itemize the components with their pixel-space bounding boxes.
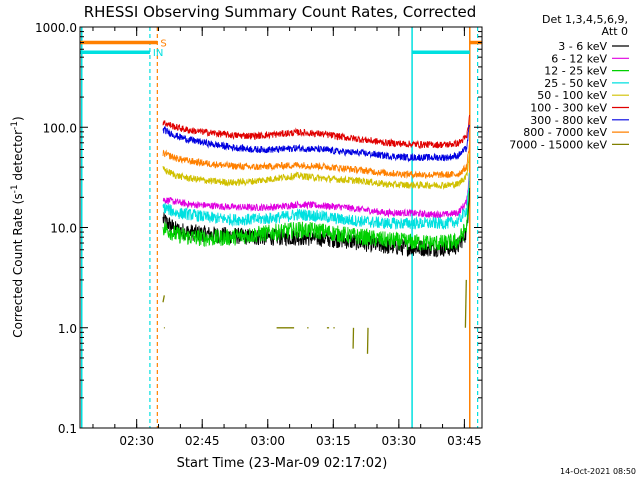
series-line-7 [162,142,471,179]
y-axis-label: Corrected Count Rate (s-1 detector-1) [10,116,25,337]
legend-label-6: 300 - 800 keV [530,114,607,127]
y-tick-label-1: 1.0 [58,322,77,336]
y-tick-label-0: 0.1 [58,422,77,436]
legend-label-0: 3 - 6 keV [558,40,607,53]
footer-date: 14-Oct-2021 08:50 [560,467,636,476]
y-tick-label-3: 100.0 [43,121,77,135]
y-axis-label-sup1: -1 [10,184,20,193]
legend-header-0: Det 1,3,4,5,6,9, [542,13,628,26]
x-tick-label-2: 03:00 [250,434,285,448]
x-tick-label-4: 03:30 [382,434,417,448]
series-layer [162,114,471,354]
y-tick-label-2: 10.0 [50,222,77,236]
series-line-5 [162,114,471,150]
y-axis-label-sup2: -1 [10,121,20,130]
series-line-1 [162,173,470,220]
chart-title: RHESSI Observing Summary Count Rates, Co… [84,3,477,21]
flag-label-in: IN [153,48,163,59]
series-line-3 [162,172,470,230]
flag-label-s: S [160,39,166,50]
legend-label-3: 25 - 50 keV [544,77,607,90]
x-tick-label-1: 02:45 [185,434,220,448]
legend-label-8: 7000 - 15000 keV [509,138,607,151]
series-8-segment-8 [464,279,467,328]
svg-text:Corrected Count Rate (s-1 dete: Corrected Count Rate (s-1 detector-1) [10,116,25,337]
series-8-segment-7 [366,327,369,354]
series-line-6 [162,124,471,163]
legend-header-1: Att 0 [602,25,628,38]
series-line-4 [162,152,471,190]
legend-label-4: 50 - 100 keV [537,89,607,102]
attenuator-flags-layer: SIN [80,27,482,428]
y-axis-label-mid: detector [11,130,25,185]
axes-layer: 0.1 1.0 10.0 100.0 1000.0 02:30 02:45 03:00 03:1… [35,21,483,448]
series-8-segment-0 [162,295,165,303]
y-axis-label-end: ) [11,116,25,121]
x-tick-label-3: 03:15 [316,434,351,448]
x-tick-label-5: 03:45 [447,434,482,448]
series-line-2 [162,180,470,252]
x-tick-label-0: 02:30 [119,434,154,448]
x-axis-label: Start Time (23-Mar-09 02:17:02) [177,456,388,471]
y-axis-label-main: Corrected Count Rate (s [11,193,25,337]
legend-label-5: 100 - 300 keV [530,102,607,115]
y-tick-label-4: 1000.0 [35,21,77,35]
legend-label-7: 800 - 7000 keV [523,126,607,139]
legend-label-2: 12 - 25 keV [544,65,607,78]
legend-label-1: 6 - 12 keV [551,52,607,65]
